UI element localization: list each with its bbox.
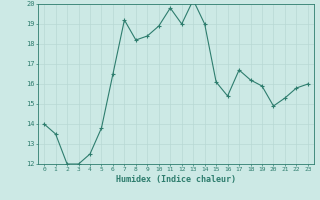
X-axis label: Humidex (Indice chaleur): Humidex (Indice chaleur)	[116, 175, 236, 184]
